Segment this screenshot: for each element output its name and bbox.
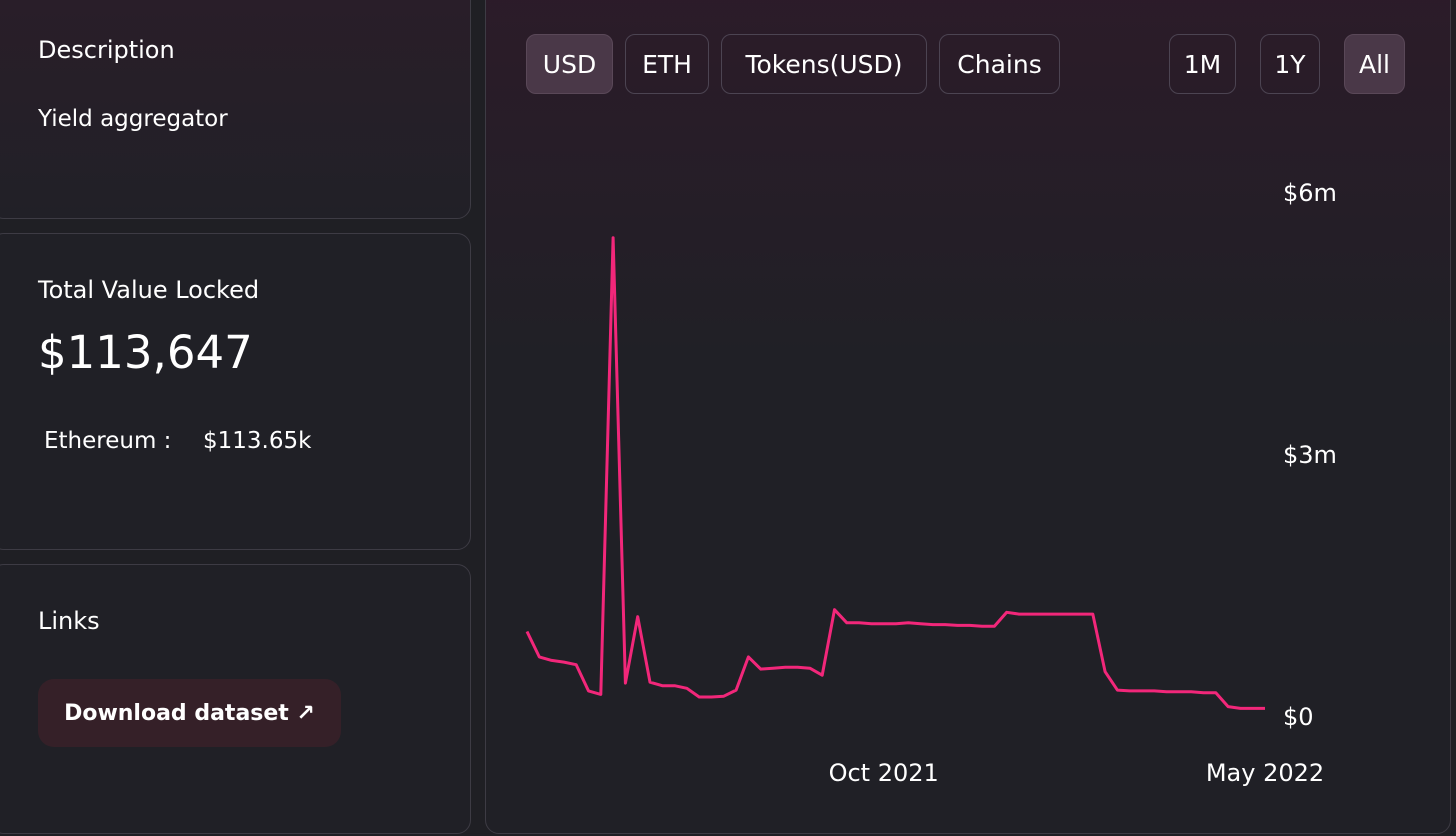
description-panel xyxy=(0,0,471,219)
y-tick-label: $6m xyxy=(1283,179,1337,207)
section-title: Total Value Locked xyxy=(38,276,260,304)
section-title: Description xyxy=(38,36,175,64)
y-tick-label: $0 xyxy=(1283,703,1314,731)
range-button[interactable]: 1M xyxy=(1169,34,1236,94)
y-tick-label: $3m xyxy=(1283,441,1337,469)
tab-button[interactable]: Chains xyxy=(939,34,1060,94)
tab-button[interactable]: ETH xyxy=(625,34,709,94)
tab-button[interactable]: Tokens(USD) xyxy=(721,34,927,94)
section-title: Links xyxy=(38,607,100,635)
x-tick-label: May 2022 xyxy=(1206,759,1324,787)
x-tick-label: Oct 2021 xyxy=(829,759,939,787)
tvl-panel xyxy=(0,233,471,550)
chain-value: $113.65k xyxy=(203,428,312,454)
range-button[interactable]: All xyxy=(1344,34,1405,94)
description: Yield aggregator xyxy=(38,106,228,132)
range-button[interactable]: 1Y xyxy=(1260,34,1320,94)
tvl-value: $113,647 xyxy=(38,326,253,379)
download-button[interactable]: Download dataset ↗ xyxy=(38,679,341,747)
chain-name: Ethereum : xyxy=(44,428,172,454)
tab-button[interactable]: USD xyxy=(526,34,613,94)
line xyxy=(525,236,1265,710)
chart-panel xyxy=(485,0,1451,834)
